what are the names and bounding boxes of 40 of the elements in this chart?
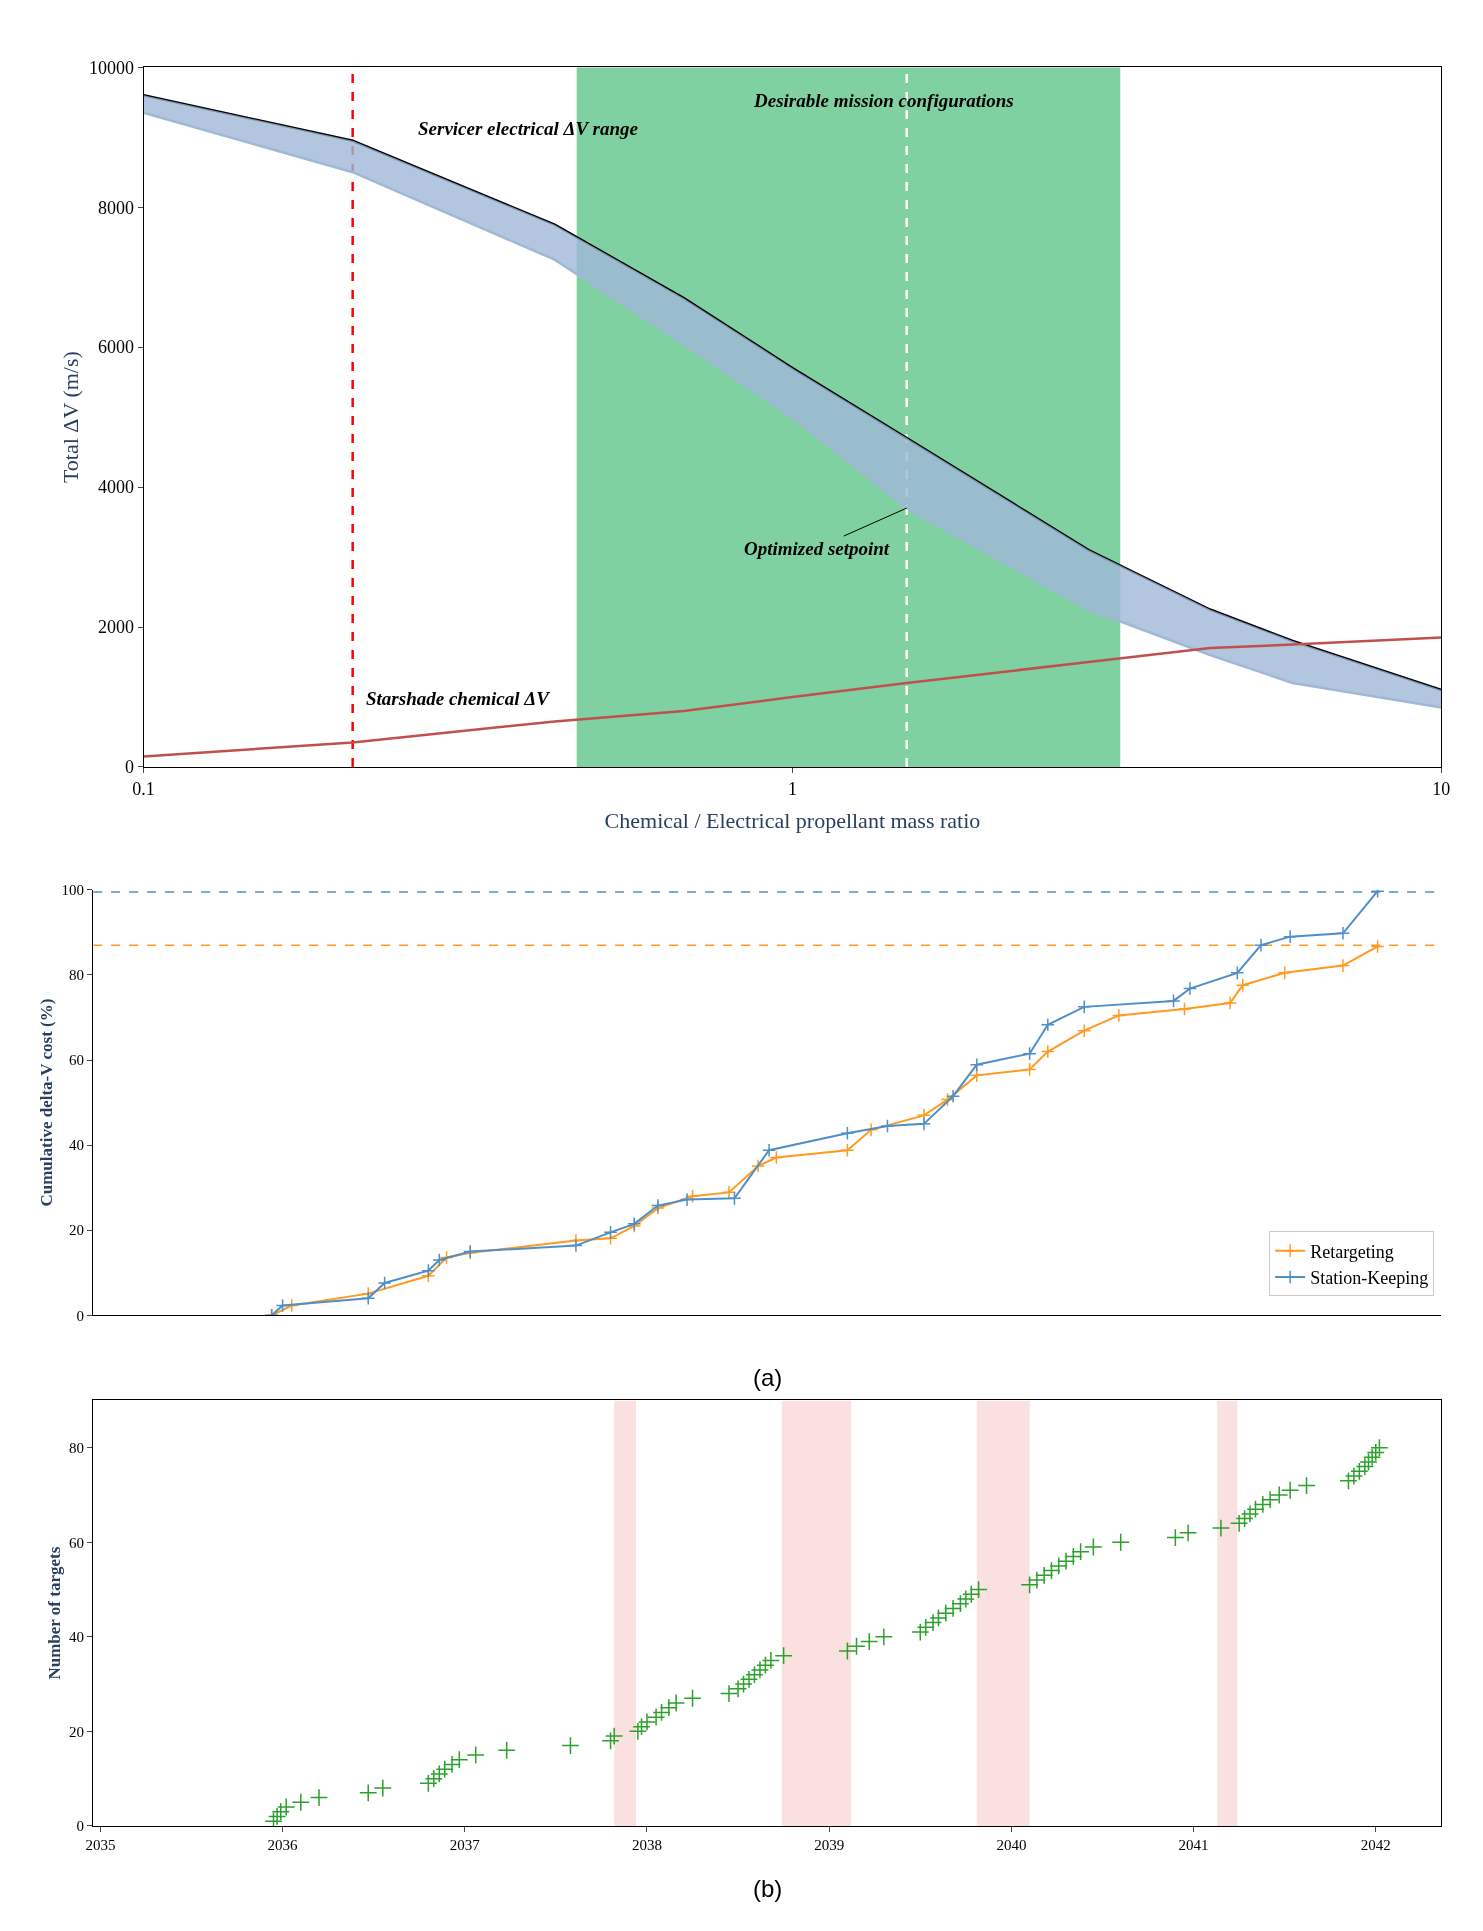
y-tick-label: 2000 — [97, 617, 134, 638]
x-tick-label: 2039 — [814, 1836, 845, 1853]
y-tick-label: 0 — [76, 1307, 85, 1324]
y-tick-label: 6000 — [97, 337, 134, 358]
y-tick-label: 60 — [69, 1052, 85, 1069]
y-axis-title: Total ΔV (m/s) — [57, 351, 83, 484]
annotation: Optimized setpoint — [744, 538, 890, 559]
x-tick-label: 2041 — [1178, 1836, 1209, 1853]
x-tick-label: 0.1 — [132, 778, 155, 799]
y-axis-title: Number of targets — [44, 1546, 64, 1680]
text: (b) — [753, 1875, 783, 1902]
x-tick-label: 2038 — [631, 1836, 662, 1853]
y-tick-label: 40 — [69, 1629, 85, 1646]
x-tick-label: 2036 — [267, 1836, 299, 1853]
x-tick-label: 1 — [787, 778, 797, 799]
y-tick-label: 0 — [124, 757, 134, 778]
y-tick-label: 60 — [69, 1534, 85, 1551]
y-tick-label: 20 — [69, 1723, 85, 1740]
x-tick-label: 10 — [1432, 778, 1451, 799]
annotation: Desirable mission configurations — [753, 90, 1014, 111]
x-tick-label: 2040 — [996, 1836, 1027, 1853]
text: (a) — [753, 1364, 783, 1391]
y-tick-label: 40 — [69, 1137, 85, 1154]
y-tick-label: 20 — [69, 1222, 85, 1239]
x-tick-label: 2042 — [1360, 1836, 1391, 1853]
annotation: Servicer electrical ΔV range — [418, 118, 639, 139]
y-tick-label: 8000 — [97, 197, 134, 218]
x-axis-title: Chemical / Electrical propellant mass ratio — [604, 808, 981, 834]
x-tick-label: 2035 — [85, 1836, 116, 1853]
y-tick-label: 100 — [61, 882, 85, 899]
legend-label: Retargeting — [1310, 1241, 1394, 1262]
y-tick-label: 10000 — [88, 57, 134, 78]
y-tick-label: 0 — [76, 1818, 85, 1835]
y-tick-label: 80 — [69, 967, 85, 984]
y-tick-label: 80 — [69, 1439, 85, 1456]
y-axis-title: Cumulative delta-V cost (%) — [37, 998, 57, 1207]
legend-label: Station-Keeping — [1310, 1268, 1429, 1289]
x-tick-label: 2037 — [449, 1836, 481, 1853]
annotation: Starshade chemical ΔV — [366, 688, 551, 709]
y-tick-label: 4000 — [97, 477, 134, 498]
